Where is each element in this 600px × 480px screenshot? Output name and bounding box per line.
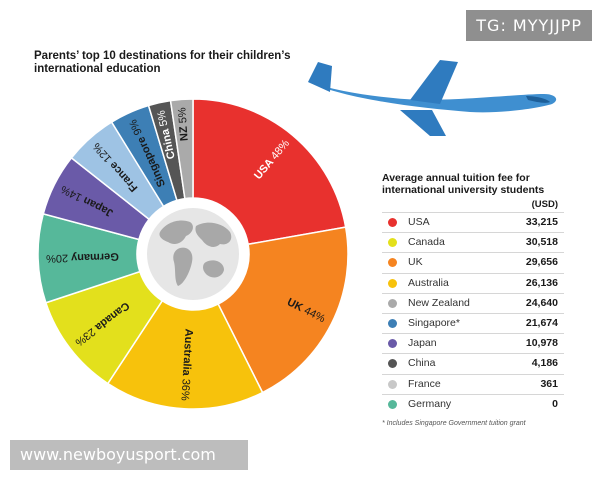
- row-fee: 33,215: [525, 216, 558, 228]
- row-fee: 26,136: [525, 276, 558, 289]
- table-row: Singapore* 21,674: [382, 312, 564, 333]
- row-country: China: [408, 357, 436, 370]
- row-country: UK: [408, 256, 423, 269]
- row-fee: 30,518: [525, 236, 558, 249]
- tuition-table: USA 33,215 Canada 30,518 UK 29,656 Australia 26…: [382, 212, 564, 414]
- legend-dot-icon: [388, 298, 397, 308]
- tuition-footnote: * Includes Singapore Government tuition …: [382, 420, 526, 427]
- table-row: New Zealand 24,640: [382, 292, 564, 313]
- row-country: Singapore*: [408, 316, 460, 329]
- tuition-unit: (USD): [531, 199, 558, 210]
- legend-dot-icon: [388, 399, 397, 409]
- watermark-bottom: www.newboyusport.com: [10, 440, 248, 470]
- legend-dot-icon: [388, 258, 397, 268]
- row-country: France: [408, 377, 441, 390]
- row-fee: 21,674: [525, 316, 558, 329]
- row-country: Canada: [408, 236, 445, 249]
- table-row: Germany 0: [382, 393, 564, 414]
- table-row: Australia 26,136: [382, 272, 564, 293]
- table-row: Japan 10,978: [382, 333, 564, 353]
- tuition-table-title: Average annual tuition fee for internati…: [382, 172, 545, 196]
- legend-dot-icon: [388, 318, 397, 328]
- row-country: Germany: [408, 397, 452, 410]
- slice-label-germany: Germany 20%: [46, 250, 119, 264]
- watermark-top: TG: MYYJJPP: [466, 10, 592, 41]
- table-row: USA 33,215: [382, 212, 564, 232]
- row-country: New Zealand: [408, 296, 470, 309]
- table-row: Canada 30,518: [382, 232, 564, 252]
- table-row: UK 29,656: [382, 252, 564, 272]
- table-row: France 361: [382, 373, 564, 394]
- row-fee: 4,186: [531, 357, 558, 370]
- legend-dot-icon: [388, 339, 397, 349]
- legend-dot-icon: [388, 278, 397, 288]
- globe-icon: [147, 208, 239, 300]
- row-country: Japan: [408, 337, 437, 350]
- table-row: China 4,186: [382, 353, 564, 373]
- row-fee: 24,640: [525, 296, 558, 309]
- legend-dot-icon: [388, 379, 397, 389]
- slice-label-nz: NZ 5%: [176, 107, 190, 142]
- row-country: Australia: [408, 276, 449, 289]
- row-fee: 361: [540, 377, 558, 390]
- legend-dot-icon: [388, 359, 397, 369]
- legend-dot-icon: [388, 238, 397, 248]
- row-fee: 29,656: [525, 256, 558, 269]
- row-country: USA: [408, 216, 430, 228]
- slice-label-australia: Australia 36%: [179, 328, 195, 401]
- row-fee: 0: [552, 397, 558, 410]
- chart-title: Parents’ top 10 destinations for their c…: [34, 50, 291, 75]
- row-fee: 10,978: [525, 337, 558, 350]
- legend-dot-icon: [388, 218, 397, 227]
- airplane-icon: [308, 60, 557, 136]
